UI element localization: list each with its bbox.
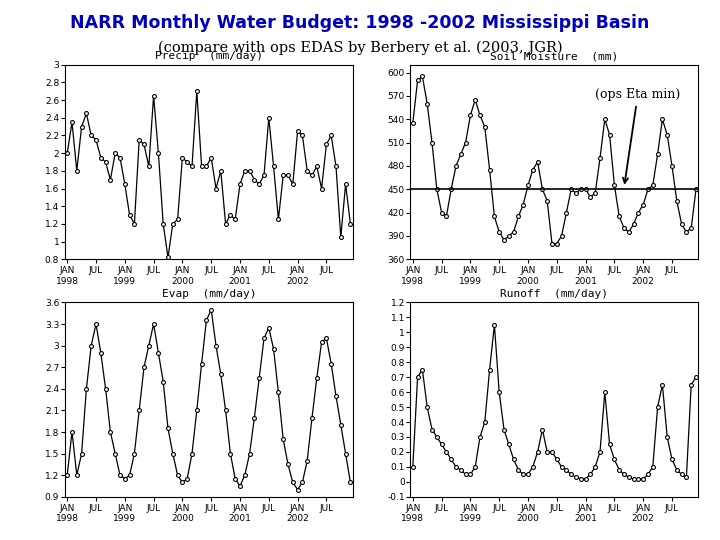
Text: (compare with ops EDAS by Berbery et al. (2003, JGR): (compare with ops EDAS by Berbery et al.… xyxy=(158,40,562,55)
Title: Precip  (mm/day): Precip (mm/day) xyxy=(155,51,263,61)
Title: Runoff  (mm/day): Runoff (mm/day) xyxy=(500,289,608,299)
Title: Evap  (mm/day): Evap (mm/day) xyxy=(161,289,256,299)
Text: (ops Eta min): (ops Eta min) xyxy=(595,88,680,183)
Title: Soil Moisture  (mm): Soil Moisture (mm) xyxy=(490,51,618,61)
Text: NARR Monthly Water Budget: 1998 -2002 Mississippi Basin: NARR Monthly Water Budget: 1998 -2002 Mi… xyxy=(71,14,649,31)
